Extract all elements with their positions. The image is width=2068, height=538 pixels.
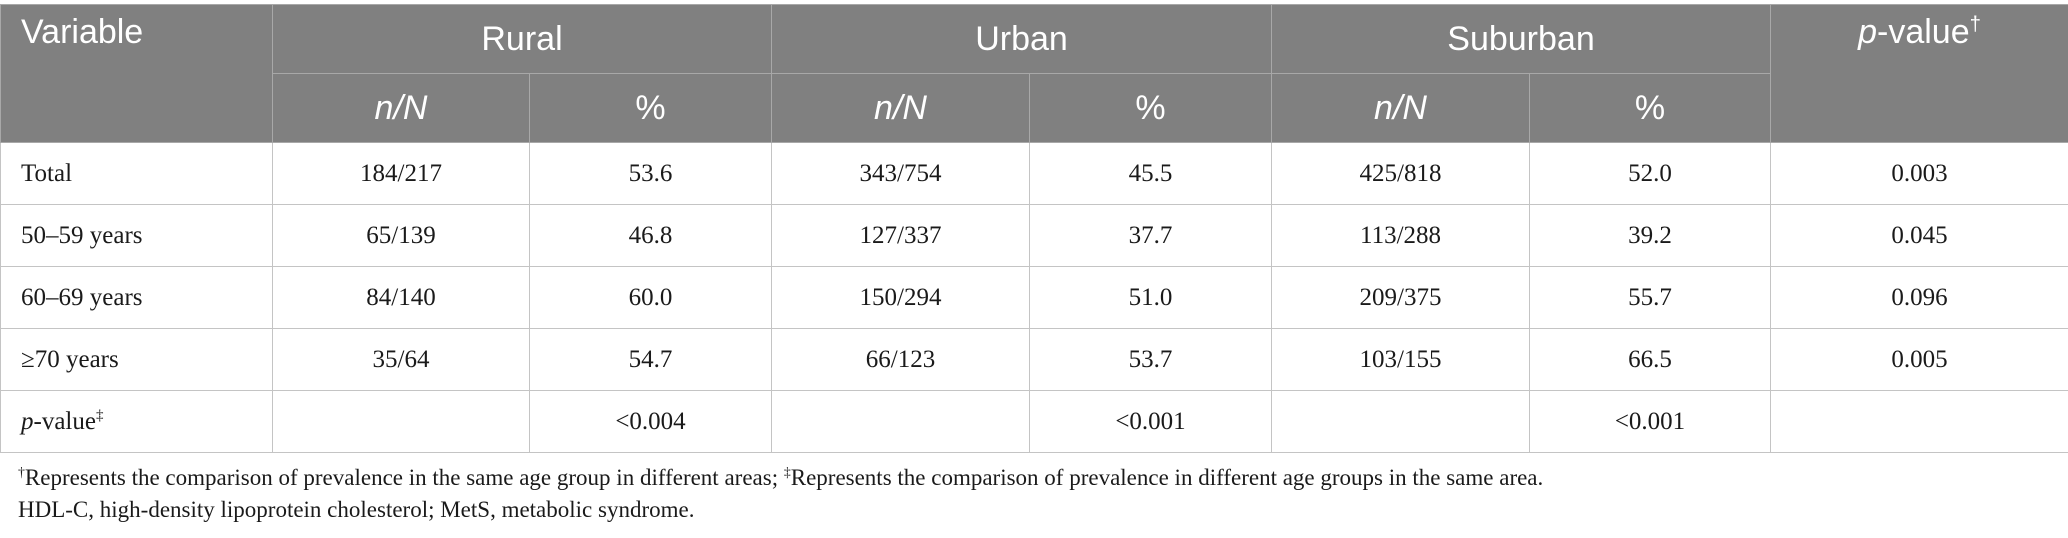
table-cell: 35/64 xyxy=(272,328,530,391)
table-row: Total 184/217 53.6 343/754 45.5 425/818 … xyxy=(0,142,2068,205)
header-suburban-n: n/N xyxy=(1271,73,1531,143)
header-suburban: Suburban xyxy=(1271,4,1772,74)
header-pvalue-mark: † xyxy=(1969,13,1981,36)
table-cell xyxy=(1770,390,2068,453)
table-row: 60–69 years 84/140 60.0 150/294 51.0 209… xyxy=(0,266,2068,329)
table-cell: 39.2 xyxy=(1529,204,1772,267)
header-pvalue-text: -value xyxy=(1877,13,1970,51)
header-pvalue: p-value† xyxy=(1770,4,2068,143)
table-cell: 0.045 xyxy=(1770,204,2068,267)
table-cell: 103/155 xyxy=(1271,328,1531,391)
table-cell: 53.6 xyxy=(529,142,772,205)
pvalue-row-text: -value xyxy=(33,407,96,435)
table-cell: 0.003 xyxy=(1770,142,2068,205)
table-cell: 46.8 xyxy=(529,204,772,267)
prevalence-table: Variable Rural Urban Suburban p-value† n… xyxy=(0,4,2068,453)
table-cell: <0.004 xyxy=(529,390,772,453)
header-rural-n: n/N xyxy=(272,73,530,143)
table-cell: 84/140 xyxy=(272,266,530,329)
table-cell: 65/139 xyxy=(272,204,530,267)
table-cell: <0.001 xyxy=(1529,390,1772,453)
table-cell: 52.0 xyxy=(1529,142,1772,205)
table-cell: 37.7 xyxy=(1028,204,1273,267)
table-cell: 66/123 xyxy=(771,328,1030,391)
table-cell: 127/337 xyxy=(771,204,1030,267)
header-rural-pct: % xyxy=(529,73,772,143)
table-cell: 209/375 xyxy=(1271,266,1531,329)
row-label: 60–69 years xyxy=(0,266,273,329)
table-cell: 184/217 xyxy=(272,142,530,205)
header-rural: Rural xyxy=(272,4,772,74)
pvalue-row-label: p-value‡ xyxy=(0,390,273,453)
header-suburban-pct: % xyxy=(1529,73,1772,143)
table-cell: 0.096 xyxy=(1770,266,2068,329)
table-cell: 425/818 xyxy=(1271,142,1531,205)
header-urban: Urban xyxy=(770,4,1273,74)
footnote-text-1: Represents the comparison of prevalence … xyxy=(24,465,784,490)
header-urban-pct: % xyxy=(1028,73,1273,143)
table-cell: 53.7 xyxy=(1028,328,1273,391)
table-cell: 0.005 xyxy=(1770,328,2068,391)
row-label: ≥70 years xyxy=(0,328,273,391)
table-cell: 54.7 xyxy=(529,328,772,391)
footnote-text-2: Represents the comparison of prevalence … xyxy=(790,465,1544,490)
table-cell: 60.0 xyxy=(529,266,772,329)
footnote-line-2: HDL-C, high-density lipoprotein choleste… xyxy=(18,497,695,522)
table-cell: 55.7 xyxy=(1529,266,1772,329)
table-cell: 45.5 xyxy=(1028,142,1273,205)
footnote-line-1: †Represents the comparison of prevalence… xyxy=(18,462,1543,494)
footnotes: †Represents the comparison of prevalence… xyxy=(18,462,1543,526)
header-row-sub: n/N % n/N % n/N % xyxy=(1,73,2068,143)
header-urban-n: n/N xyxy=(771,73,1030,143)
pvalue-row-p: p xyxy=(21,407,34,435)
table-cell: 150/294 xyxy=(771,266,1030,329)
footnote-mark-dagger: † xyxy=(18,464,25,480)
table-cell xyxy=(1271,390,1531,453)
table-container: Variable Rural Urban Suburban p-value† n… xyxy=(0,4,2068,453)
table-cell xyxy=(272,390,530,453)
footnote-mark-double-dagger: ‡ xyxy=(783,464,791,480)
row-label: 50–59 years xyxy=(0,204,273,267)
pvalue-row: p-value‡ <0.004 <0.001 <0.001 xyxy=(0,390,2068,453)
header-row-groups: Variable Rural Urban Suburban p-value† xyxy=(0,4,2068,143)
row-label: Total xyxy=(0,142,273,205)
header-pvalue-p: p xyxy=(1858,13,1877,51)
table-cell: 343/754 xyxy=(771,142,1030,205)
table-cell: 66.5 xyxy=(1529,328,1772,391)
table-row: 50–59 years 65/139 46.8 127/337 37.7 113… xyxy=(0,204,2068,267)
table-cell: 51.0 xyxy=(1028,266,1273,329)
table-cell: <0.001 xyxy=(1028,390,1273,453)
table-row: ≥70 years 35/64 54.7 66/123 53.7 103/155… xyxy=(0,328,2068,391)
table-cell xyxy=(771,390,1030,453)
pvalue-row-mark: ‡ xyxy=(95,407,104,424)
table-cell: 113/288 xyxy=(1271,204,1531,267)
header-variable: Variable xyxy=(0,4,273,143)
